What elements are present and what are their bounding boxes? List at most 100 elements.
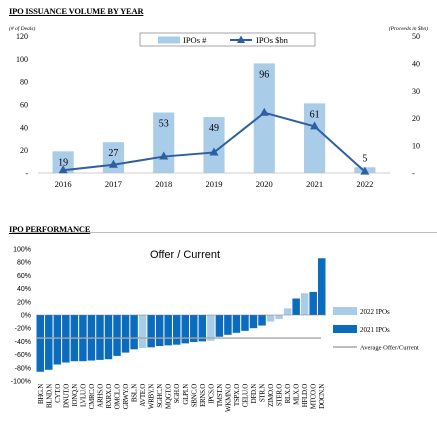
- performance-bar: [207, 315, 215, 341]
- proceeds-marker: [310, 121, 320, 130]
- x-tick-label: CMRC.O: [88, 384, 96, 409]
- x-tick-label: CELU.O: [241, 384, 249, 408]
- x-tick-label: BLND.N: [45, 384, 53, 408]
- y-tick-label: 20%: [17, 299, 31, 306]
- y-tick-label: 80%: [17, 260, 31, 267]
- legend-swatch-2022: [333, 307, 357, 315]
- x-tick-label: BHG.N: [37, 384, 45, 404]
- x-tick-label: CYT.O: [54, 384, 62, 403]
- ipo-performance-chart: Offer / Current -100% -80% -60% -40% -20% 0% 20…: [11, 232, 437, 412]
- bar-ipo-count: [253, 63, 275, 173]
- bar-data-label: 19: [58, 157, 68, 168]
- x-tick-label: MQGT.O: [165, 384, 173, 409]
- left-tick-label: 60: [20, 101, 28, 110]
- legend-label-average: Average Offer/Current: [360, 345, 419, 352]
- x-tick-label: TSPX.O: [233, 384, 241, 406]
- x-tick-label: GRWY.O: [122, 384, 130, 409]
- x-tick-label: RXRX.O: [105, 384, 113, 409]
- x-tick-label: ZIMO.O: [267, 384, 275, 407]
- x-tick-label: SBNC.O: [190, 384, 198, 408]
- proceeds-marker: [360, 166, 370, 175]
- x-tick-label: DFD.N: [250, 384, 258, 404]
- legend-label-2022: 2022 IPOs: [360, 308, 390, 316]
- x-tick-label: 2019: [206, 179, 223, 189]
- bar-data-label: 5: [362, 153, 367, 164]
- bar-ipo-count: [203, 117, 225, 173]
- right-tick-label: 40: [412, 59, 420, 68]
- performance-bar: [198, 315, 207, 342]
- performance-bar: [121, 315, 130, 353]
- x-tick-label: BSL.N: [131, 384, 139, 402]
- y-tick-label: -60%: [15, 352, 31, 359]
- performance-bar: [147, 315, 155, 348]
- y-tick-label: 0%: [21, 313, 31, 320]
- proceeds-marker: [108, 159, 118, 168]
- legend-box: [139, 32, 316, 47]
- left-tick-label: 120: [16, 32, 28, 41]
- performance-bar: [232, 315, 241, 333]
- performance-bar: [36, 315, 45, 372]
- x-tick-label: LVLU.O: [79, 384, 87, 407]
- performance-bar: [138, 315, 147, 348]
- x-tick-label: 2021: [306, 179, 323, 189]
- y-tick-label: -100%: [11, 379, 31, 386]
- proceeds-marker: [209, 147, 219, 156]
- x-tick-label: RLX.O: [284, 384, 292, 404]
- right-tick-label: -: [412, 169, 415, 178]
- x-tick-label: SGH.O: [173, 384, 181, 404]
- y-tick-label: 40%: [17, 286, 31, 293]
- section-title-issuance: IPO ISSUANCE VOLUME BY YEAR: [9, 6, 144, 16]
- y-tick-label: -80%: [15, 365, 31, 372]
- chart-title: Offer / Current: [150, 249, 220, 261]
- right-tick-label: 30: [412, 87, 420, 96]
- proceeds-marker: [58, 165, 68, 174]
- legend-label-proceeds: IPOs $bn: [256, 35, 289, 45]
- x-tick-label: AVTE.O: [139, 384, 147, 407]
- x-tick-label: IONQ.N: [71, 384, 79, 407]
- performance-bar: [53, 315, 62, 365]
- x-tick-label: 2017: [105, 179, 122, 189]
- performance-bar: [45, 315, 53, 370]
- bar-data-label: 96: [259, 69, 269, 80]
- performance-bar: [266, 315, 275, 322]
- y-tick-label: -20%: [15, 326, 31, 333]
- performance-bar: [215, 315, 224, 337]
- performance-bar: [104, 315, 113, 360]
- bar-ipo-count: [52, 151, 74, 173]
- performance-bar: [249, 315, 258, 329]
- performance-bar: [113, 315, 121, 356]
- x-tick-label: 2020: [256, 179, 273, 189]
- x-tick-label: DOCN.N: [318, 384, 326, 409]
- performance-bar: [283, 308, 292, 315]
- x-tick-label: SGHC.N: [156, 384, 164, 408]
- x-tick-label: DNUT.O: [62, 384, 70, 408]
- performance-bar: [164, 315, 172, 346]
- section-title-performance: IPO PERFORMANCE: [9, 224, 91, 234]
- x-tick-label: 2022: [356, 179, 373, 189]
- performance-bar: [224, 315, 232, 335]
- x-tick-label: IPCS.O: [207, 384, 215, 404]
- x-tick-label: ARHS.O: [96, 384, 104, 408]
- performance-bar: [258, 315, 266, 326]
- left-tick-label: 80: [20, 78, 28, 87]
- chart-frame-top: [12, 232, 437, 233]
- legend-swatch-ipos-count: [158, 36, 180, 44]
- x-tick-label: HFLD.O: [301, 384, 309, 408]
- legend-swatch-2021: [333, 325, 357, 333]
- x-tick-label: TMST.N: [216, 384, 224, 407]
- performance-bar: [309, 291, 317, 315]
- left-tick-label: -: [25, 169, 28, 178]
- performance-bar: [275, 315, 283, 319]
- x-tick-label: MTCO.O: [310, 384, 318, 409]
- ipo-issuance-chart: (# of Deals) (Proceeds in $bn) - 20 40 60 80 10…: [9, 25, 428, 189]
- x-tick-label: OMCL.O: [114, 384, 122, 409]
- x-tick-label: GLPI.N: [182, 384, 190, 405]
- performance-bar: [292, 298, 300, 315]
- legend-marker-proceeds: [237, 35, 245, 43]
- x-tick-label: ERNS.O: [199, 384, 207, 407]
- y-tick-label: -40%: [15, 339, 31, 346]
- x-tick-label: 2016: [55, 179, 72, 189]
- x-tick-label: STR.N: [259, 384, 267, 402]
- left-tick-label: 40: [20, 123, 28, 132]
